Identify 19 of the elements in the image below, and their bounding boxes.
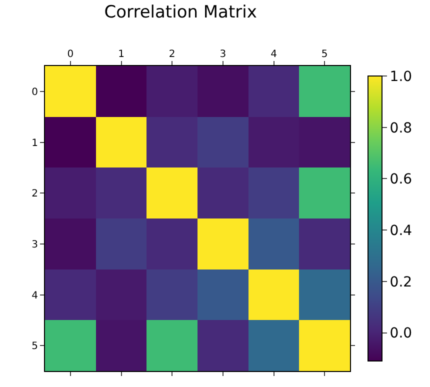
color-bar-label: 0.2 xyxy=(390,274,412,290)
x-tick-label: 3 xyxy=(220,49,226,60)
y-tick-label: 5 xyxy=(32,341,38,352)
color-bar-label: 0.8 xyxy=(390,120,412,136)
y-tick-label: 3 xyxy=(32,239,38,250)
x-tick-label: 2 xyxy=(168,49,176,60)
x-tick-label: 5 xyxy=(321,49,328,60)
y-tick-label: 0 xyxy=(32,86,38,98)
x-tick-label: 4 xyxy=(270,49,277,60)
x-tick-label: 0 xyxy=(67,49,74,60)
chart-title: Correlation Matrix xyxy=(104,2,257,23)
color-bar-label: 1.0 xyxy=(390,68,412,85)
color-bar-label: 0.6 xyxy=(390,172,412,188)
y-tick-label: 1 xyxy=(32,138,38,149)
y-tick-label: 4 xyxy=(32,290,38,302)
y-tick-label: 2 xyxy=(32,188,38,200)
x-tick-label: 1 xyxy=(118,49,124,60)
color-bar-label: 0.4 xyxy=(390,222,412,239)
color-bar-label: 0.0 xyxy=(390,326,412,342)
